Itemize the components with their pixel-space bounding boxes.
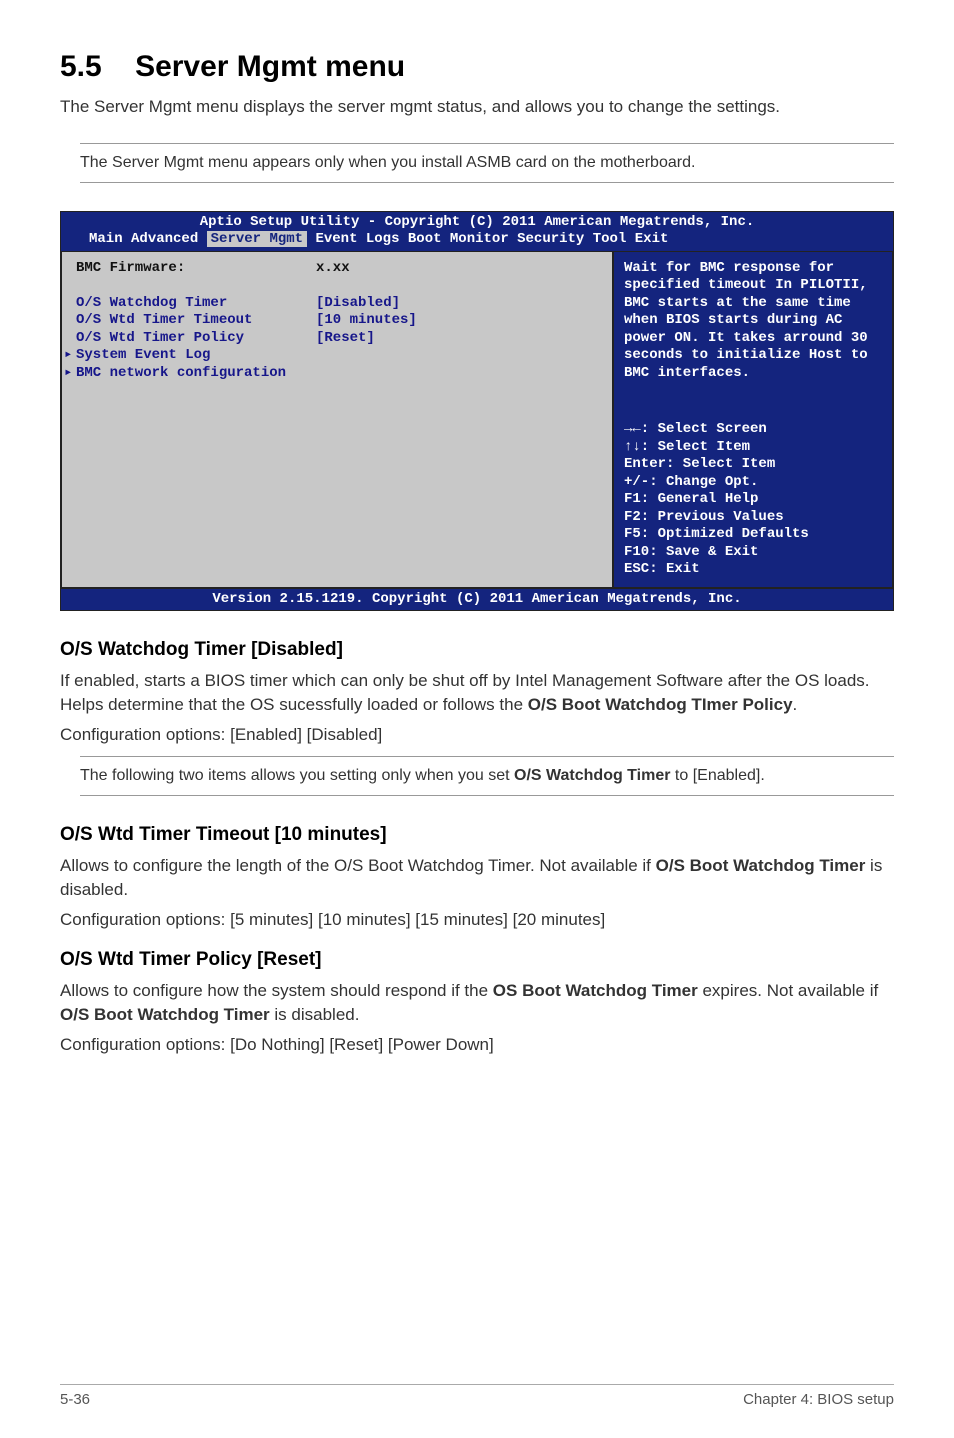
bios-option-row: O/S Wtd Timer Policy[Reset] bbox=[76, 330, 602, 348]
bios-key-line: F5: Optimized Defaults bbox=[624, 526, 882, 544]
bios-help-text: Wait for BMC response for specified time… bbox=[624, 260, 882, 400]
bios-option-value: [Disabled] bbox=[316, 295, 602, 313]
bios-option-label: O/S Watchdog Timer bbox=[76, 295, 316, 313]
bios-menu-item: Event Logs bbox=[315, 231, 399, 247]
sub3-p1a: Allows to configure how the system shoul… bbox=[60, 981, 493, 1000]
bios-menu-item: Main bbox=[89, 231, 123, 247]
bios-submenu-item: ▸System Event Log bbox=[76, 347, 602, 365]
bios-option-label: O/S Wtd Timer Policy bbox=[76, 330, 316, 348]
sub3-p1e: is disabled. bbox=[270, 1005, 360, 1024]
sub3-p2: Configuration options: [Do Nothing] [Res… bbox=[60, 1033, 894, 1057]
bios-menu-bar: Main Advanced Server Mgmt Event Logs Boo… bbox=[61, 231, 893, 251]
bios-firmware-value: x.xx bbox=[316, 260, 602, 278]
bios-key-line: F2: Previous Values bbox=[624, 509, 882, 527]
bios-key-line: F10: Save & Exit bbox=[624, 544, 882, 562]
bios-menu-item: Server Mgmt bbox=[207, 231, 307, 247]
bios-key-line: ESC: Exit bbox=[624, 561, 882, 579]
bios-screenshot: Aptio Setup Utility - Copyright (C) 2011… bbox=[60, 211, 894, 612]
sub1-heading: O/S Watchdog Timer [Disabled] bbox=[60, 639, 894, 661]
footer-right: Chapter 4: BIOS setup bbox=[743, 1391, 894, 1408]
bios-menu-item: Advanced bbox=[131, 231, 198, 247]
section-intro: The Server Mgmt menu displays the server… bbox=[60, 96, 894, 119]
note-1: The Server Mgmt menu appears only when y… bbox=[60, 143, 894, 183]
sub1-p2: Configuration options: [Enabled] [Disabl… bbox=[60, 723, 894, 747]
bios-submenu-item: ▸BMC network configuration bbox=[76, 365, 602, 383]
triangle-icon: ▸ bbox=[64, 347, 76, 365]
sub3-p1c: expires. Not available if bbox=[698, 981, 878, 1000]
sub2-p2: Configuration options: [5 minutes] [10 m… bbox=[60, 908, 894, 932]
note-2a: The following two items allows you setti… bbox=[80, 767, 514, 784]
sub2-heading: O/S Wtd Timer Timeout [10 minutes] bbox=[60, 824, 894, 846]
note-2: The following two items allows you setti… bbox=[60, 756, 894, 796]
bios-key-line: →←: Select Screen bbox=[624, 421, 882, 439]
sub1-p1c: . bbox=[793, 695, 798, 714]
bios-footer: Version 2.15.1219. Copyright (C) 2011 Am… bbox=[61, 588, 893, 611]
bios-menu-item: Exit bbox=[635, 231, 669, 247]
note-2-text: The following two items allows you setti… bbox=[80, 765, 894, 787]
bios-key-line: F1: General Help bbox=[624, 491, 882, 509]
bios-firmware-label: BMC Firmware: bbox=[76, 260, 316, 278]
bios-option-value: [10 minutes] bbox=[316, 312, 602, 330]
bios-right-pane: Wait for BMC response for specified time… bbox=[613, 251, 893, 588]
bios-key-help: →←: Select Screen↑↓: Select ItemEnter: S… bbox=[624, 421, 882, 579]
bios-key-line: +/-: Change Opt. bbox=[624, 474, 882, 492]
sub3-p1b: OS Boot Watchdog Timer bbox=[493, 981, 698, 1000]
section-heading: 5.5 Server Mgmt menu bbox=[60, 50, 894, 84]
sub1-p1b: O/S Boot Watchdog TImer Policy bbox=[528, 695, 793, 714]
sub2-p1a: Allows to configure the length of the O/… bbox=[60, 856, 656, 875]
bios-menu-item: Monitor bbox=[450, 231, 509, 247]
section-number: 5.5 bbox=[60, 50, 102, 83]
sub2-p1b: O/S Boot Watchdog Timer bbox=[656, 856, 866, 875]
note-2c: to [Enabled]. bbox=[670, 767, 764, 784]
sub3-p1: Allows to configure how the system shoul… bbox=[60, 979, 894, 1027]
bios-option-label: O/S Wtd Timer Timeout bbox=[76, 312, 316, 330]
bios-option-row: O/S Wtd Timer Timeout[10 minutes] bbox=[76, 312, 602, 330]
footer-left: 5-36 bbox=[60, 1391, 90, 1408]
note-2b: O/S Watchdog Timer bbox=[514, 767, 670, 784]
bios-title: Aptio Setup Utility - Copyright (C) 2011… bbox=[61, 212, 893, 232]
sub3-p1d: O/S Boot Watchdog Timer bbox=[60, 1005, 270, 1024]
page-footer: 5-36 Chapter 4: BIOS setup bbox=[60, 1384, 894, 1408]
bios-key-line: ↑↓: Select Item bbox=[624, 439, 882, 457]
bios-option-row: O/S Watchdog Timer[Disabled] bbox=[76, 295, 602, 313]
bios-key-line: Enter: Select Item bbox=[624, 456, 882, 474]
sub1-p1: If enabled, starts a BIOS timer which ca… bbox=[60, 669, 894, 717]
bios-menu-item: Tool bbox=[593, 231, 627, 247]
bios-menu-item: Security bbox=[517, 231, 584, 247]
sub2-p1: Allows to configure the length of the O/… bbox=[60, 854, 894, 902]
bios-option-value: [Reset] bbox=[316, 330, 602, 348]
bios-left-pane: BMC Firmware: x.xx O/S Watchdog Timer[Di… bbox=[61, 251, 613, 588]
bios-menu-item: Boot bbox=[408, 231, 442, 247]
note-1-text: The Server Mgmt menu appears only when y… bbox=[80, 152, 894, 174]
section-title-text: Server Mgmt menu bbox=[135, 50, 405, 83]
sub3-heading: O/S Wtd Timer Policy [Reset] bbox=[60, 949, 894, 971]
triangle-icon: ▸ bbox=[64, 365, 76, 383]
